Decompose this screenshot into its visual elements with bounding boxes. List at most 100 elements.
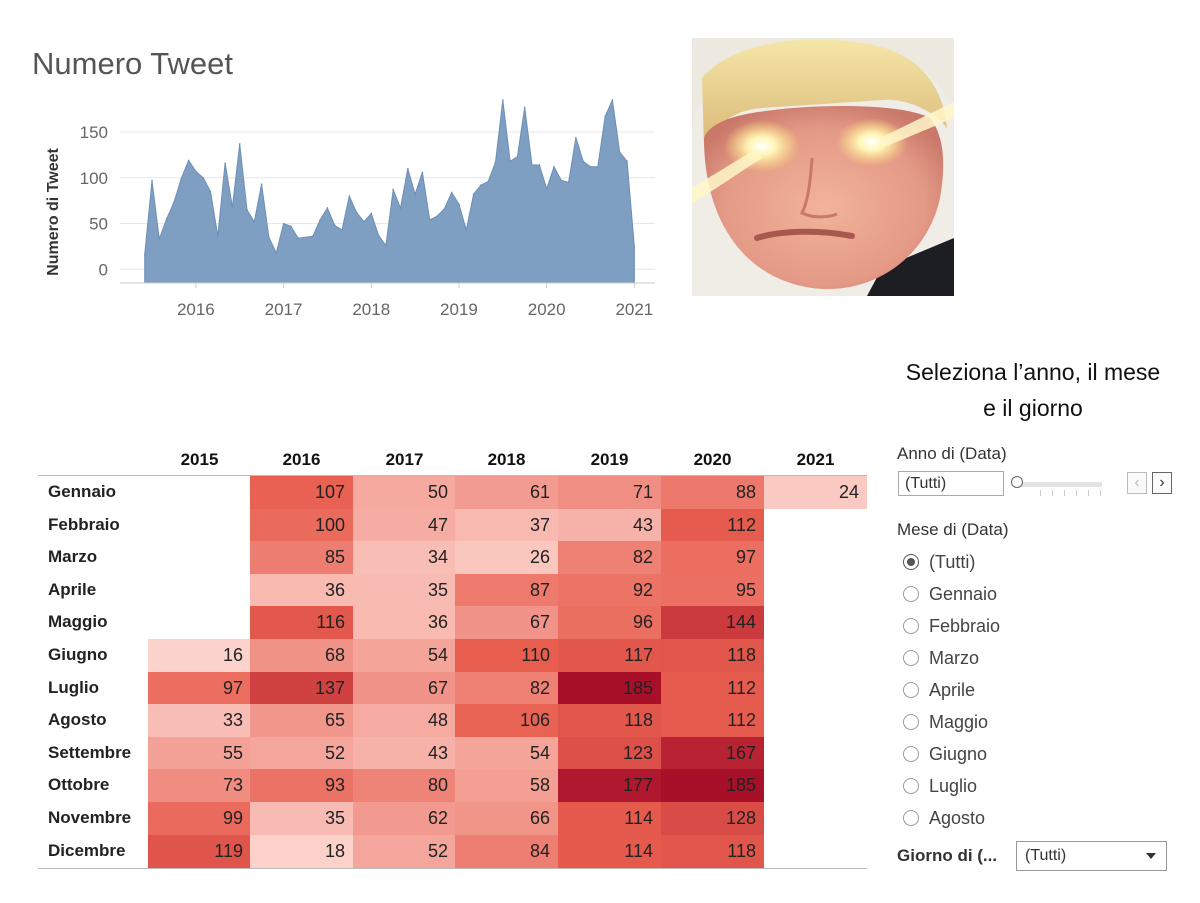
heatmap-cell-Settembre-2016[interactable]: 52 (250, 736, 353, 770)
heatmap-cell-Aprile-2018[interactable]: 87 (455, 573, 558, 607)
heatmap-cell-Dicembre-2017[interactable]: 52 (353, 834, 456, 868)
heatmap-cell-Settembre-2018[interactable]: 54 (455, 736, 558, 770)
heatmap-cell-Febbraio-2020[interactable]: 112 (661, 508, 764, 542)
month-option-Agosto[interactable]: Agosto (903, 804, 985, 832)
heatmap-cell-Novembre-2020[interactable]: 128 (661, 802, 764, 836)
heatmap-cell-Giugno-2019[interactable]: 117 (558, 639, 661, 673)
radio-icon[interactable] (903, 682, 919, 698)
heatmap-cell-Novembre-2016[interactable]: 35 (250, 802, 353, 836)
heatmap-cell-Dicembre-2015[interactable]: 119 (148, 834, 251, 868)
heatmap-cell-Giugno-2015[interactable]: 16 (148, 639, 251, 673)
heatmap-cell-Ottobre-2018[interactable]: 58 (455, 769, 558, 803)
month-option-Tutti[interactable]: (Tutti) (903, 548, 975, 576)
heatmap-cell-Marzo-2018[interactable]: 26 (455, 541, 558, 575)
heatmap-cell-Giugno-2020[interactable]: 118 (661, 639, 764, 673)
year-next-button[interactable]: › (1152, 472, 1172, 494)
heatmap-cell-Settembre-2017[interactable]: 43 (353, 736, 456, 770)
heatmap-cell-Maggio-2020[interactable]: 144 (661, 606, 764, 640)
heatmap-cell-Settembre-2020[interactable]: 167 (661, 736, 764, 770)
heatmap-cell-Agosto-2016[interactable]: 65 (250, 704, 353, 738)
heatmap-cell-Luglio-2019[interactable]: 185 (558, 671, 661, 705)
heatmap-cell-Aprile-2020[interactable]: 95 (661, 573, 764, 607)
year-slider-track[interactable] (1016, 482, 1102, 487)
year-prev-button[interactable]: ‹ (1127, 472, 1147, 494)
heatmap-cell-Luglio-2015[interactable]: 97 (148, 671, 251, 705)
heatmap-cell-Novembre-2019[interactable]: 114 (558, 802, 661, 836)
heatmap-cell-Febbraio-2016[interactable]: 100 (250, 508, 353, 542)
heatmap-cell-Giugno-2017[interactable]: 54 (353, 639, 456, 673)
heatmap-cell-Marzo-2016[interactable]: 85 (250, 541, 353, 575)
year-filter-input[interactable]: (Tutti) (898, 471, 1004, 496)
radio-icon[interactable] (903, 746, 919, 762)
heatmap-cell-Gennaio-2017[interactable]: 50 (353, 476, 456, 510)
heatmap-cell-Gennaio-2016[interactable]: 107 (250, 476, 353, 510)
heatmap-cell-Ottobre-2020[interactable]: 185 (661, 769, 764, 803)
heatmap-cell-Ottobre-2019[interactable]: 177 (558, 769, 661, 803)
heatmap-cell-Gennaio-2018[interactable]: 61 (455, 476, 558, 510)
heatmap-cell-Novembre-2018[interactable]: 66 (455, 802, 558, 836)
heatmap-cell-Agosto-2018[interactable]: 106 (455, 704, 558, 738)
heatmap-cell-Marzo-2020[interactable]: 97 (661, 541, 764, 575)
heatmap-cell-Dicembre-2019[interactable]: 114 (558, 834, 661, 868)
heatmap-cell-Gennaio-2021[interactable]: 24 (764, 476, 867, 510)
radio-icon[interactable] (903, 714, 919, 730)
heatmap-cell-Aprile-2016[interactable]: 36 (250, 573, 353, 607)
heatmap-cell-Ottobre-2016[interactable]: 93 (250, 769, 353, 803)
heatmap-cell-Novembre-2017[interactable]: 62 (353, 802, 456, 836)
heatmap-cell-Settembre-2015[interactable]: 55 (148, 736, 251, 770)
month-option-Gennaio[interactable]: Gennaio (903, 580, 997, 608)
radio-icon[interactable] (903, 586, 919, 602)
heatmap-cell-Agosto-2020[interactable]: 112 (661, 704, 764, 738)
heatmap-cell-Aprile-2019[interactable]: 92 (558, 573, 661, 607)
heatmap-cell-Gennaio-2020[interactable]: 88 (661, 476, 764, 510)
heatmap-cell-Luglio-2016[interactable]: 137 (250, 671, 353, 705)
heatmap-cell-Agosto-2015[interactable]: 33 (148, 704, 251, 738)
heatmap-cell-Giugno-2016[interactable]: 68 (250, 639, 353, 673)
area-point-2016-07 (238, 143, 241, 145)
year-slider-handle[interactable] (1011, 476, 1023, 488)
heatmap-cell-Ottobre-2017[interactable]: 80 (353, 769, 456, 803)
radio-icon[interactable] (903, 810, 919, 826)
heatmap-cell-Agosto-2017[interactable]: 48 (353, 704, 456, 738)
x-tick-label: 2021 (615, 300, 653, 319)
heatmap-cell-Novembre-2015[interactable]: 99 (148, 802, 251, 836)
month-option-Giugno[interactable]: Giugno (903, 740, 987, 768)
heatmap-cell-Febbraio-2017[interactable]: 47 (353, 508, 456, 542)
heatmap-cell-Luglio-2020[interactable]: 112 (661, 671, 764, 705)
heatmap-cell-Dicembre-2018[interactable]: 84 (455, 834, 558, 868)
heatmap-cell-Dicembre-2020[interactable]: 118 (661, 834, 764, 868)
radio-icon[interactable] (903, 618, 919, 634)
area-point-2015-10 (173, 201, 175, 204)
heatmap-cell-Luglio-2018[interactable]: 82 (455, 671, 558, 705)
heatmap-cell-Marzo-2019[interactable]: 82 (558, 541, 661, 575)
heatmap-cell-Luglio-2017[interactable]: 67 (353, 671, 456, 705)
month-option-Febbraio[interactable]: Febbraio (903, 612, 1000, 640)
heatmap-cell-Maggio-2016[interactable]: 116 (250, 606, 353, 640)
heatmap-cell-Dicembre-2016[interactable]: 18 (250, 834, 353, 868)
table-bottom-border (38, 868, 867, 869)
heatmap-cell-Maggio-2018[interactable]: 67 (455, 606, 558, 640)
row-header-Aprile: Aprile (48, 579, 97, 599)
heatmap-cell-Aprile-2017[interactable]: 35 (353, 573, 456, 607)
heatmap-cell-Febbraio-2018[interactable]: 37 (455, 508, 558, 542)
heatmap-cell-Gennaio-2019[interactable]: 71 (558, 476, 661, 510)
heatmap-cell-Ottobre-2015[interactable]: 73 (148, 769, 251, 803)
heatmap-cell-Maggio-2017[interactable]: 36 (353, 606, 456, 640)
month-option-Maggio[interactable]: Maggio (903, 708, 988, 736)
day-filter-dropdown[interactable]: (Tutti) (1016, 841, 1167, 871)
heatmap-cell-Febbraio-2019[interactable]: 43 (558, 508, 661, 542)
radio-icon[interactable] (903, 650, 919, 666)
heatmap-cell-Settembre-2019[interactable]: 123 (558, 736, 661, 770)
radio-icon[interactable] (903, 778, 919, 794)
month-option-Luglio[interactable]: Luglio (903, 772, 977, 800)
area-point-2017-01 (282, 222, 285, 225)
month-option-Aprile[interactable]: Aprile (903, 676, 975, 704)
radio-selected-icon[interactable] (903, 554, 919, 570)
month-option-Marzo[interactable]: Marzo (903, 644, 979, 672)
area-point-2019-07 (502, 99, 504, 101)
heatmap-cell-Marzo-2017[interactable]: 34 (353, 541, 456, 575)
month-option-label: (Tutti) (929, 551, 976, 572)
heatmap-cell-Giugno-2018[interactable]: 110 (455, 639, 558, 673)
heatmap-cell-Agosto-2019[interactable]: 118 (558, 704, 661, 738)
heatmap-cell-Maggio-2019[interactable]: 96 (558, 606, 661, 640)
